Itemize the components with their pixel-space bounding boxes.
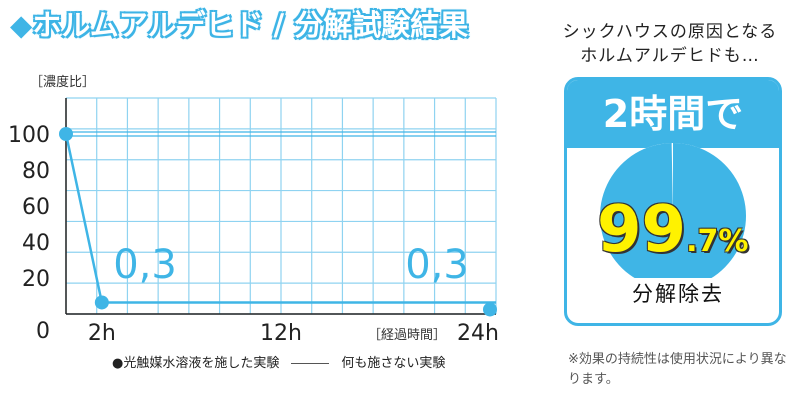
- chart-title-text: ホルムアルデヒド / 分解試験結果: [32, 8, 469, 42]
- legend-treated-label: 光触媒水溶液を施した実験: [123, 356, 280, 371]
- x-tick-label: 24h: [457, 321, 499, 346]
- removal-percent: 99.7%: [597, 195, 748, 277]
- line-chart: ［濃度比］ 100 80 60 40 20 0 2h 12h 24h ［経過時間］ 0,3 0,3: [8, 74, 499, 346]
- result-card: 2時間で: [564, 77, 782, 326]
- pie-slice-removed: [600, 143, 746, 289]
- data-label: 0,3: [113, 242, 177, 288]
- chart-title: ◆ホルムアルデヒド / 分解試験結果: [10, 8, 468, 42]
- side-heading-line2: ホルムアルデヒドも…: [580, 46, 760, 66]
- y-tick-label: 80: [22, 159, 50, 184]
- removal-pie: [600, 143, 746, 289]
- legend-marker-icon: ●: [112, 356, 124, 371]
- x-tick-label: 12h: [260, 321, 302, 346]
- removed-label: 分解除去: [626, 278, 730, 308]
- series-treated-point: [59, 127, 73, 141]
- series-treated-point: [483, 302, 497, 317]
- removal-percent-main: 99: [597, 193, 687, 267]
- series-treated-point: [94, 295, 109, 310]
- side-heading: シックハウスの原因となる ホルムアルデヒドも…: [560, 20, 780, 68]
- side-heading-line1: シックハウスの原因となる: [562, 22, 778, 42]
- legend-untreated-label: 何も施さない実験: [341, 356, 446, 371]
- removal-pie-svg: [600, 143, 746, 289]
- y-tick-label: 0: [36, 319, 50, 344]
- y-tick-label: 60: [22, 195, 50, 220]
- legend: ●光触媒水溶液を施した実験 何も施さない実験: [112, 352, 445, 371]
- legend-dash-icon: [291, 363, 330, 364]
- y-axis-label: ［濃度比］: [30, 74, 95, 90]
- y-tick-label: 100: [8, 123, 50, 148]
- diamond-icon: ◆: [10, 8, 33, 42]
- y-tick-label: 40: [22, 231, 50, 256]
- result-band: 2時間で: [567, 80, 779, 148]
- x-axis-label: ［経過時間］: [368, 328, 446, 343]
- y-tick-label: 20: [22, 267, 50, 292]
- note-text: ※効果の持続性は使用状況により異なります。: [568, 352, 787, 387]
- x-tick-label: 2h: [88, 321, 116, 346]
- removal-percent-small: .7%: [686, 224, 749, 259]
- data-label: 0,3: [405, 242, 469, 288]
